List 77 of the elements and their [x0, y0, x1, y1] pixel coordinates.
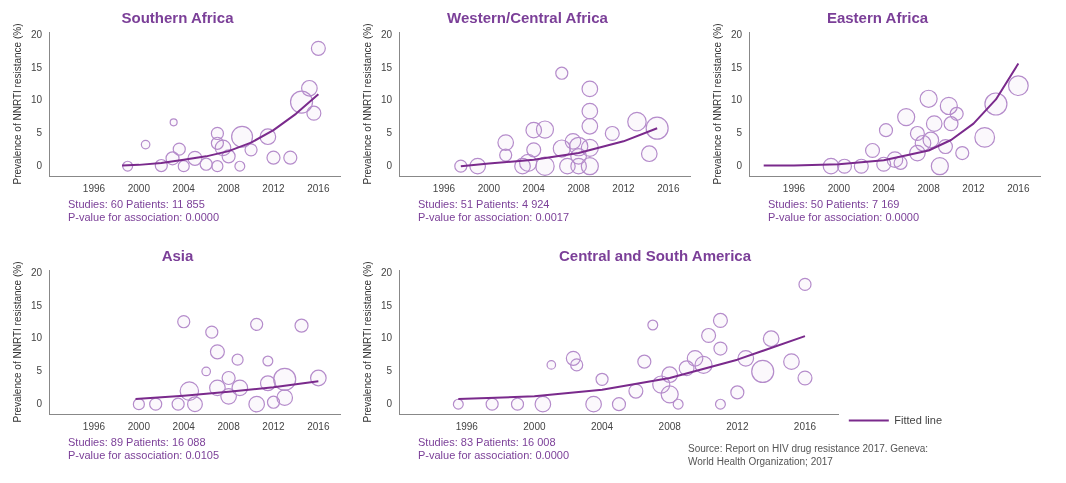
text: Studies: 89 Patients: 16 088: [68, 436, 207, 449]
legend-label: Fitted line: [894, 413, 943, 426]
y-tick-label: 10: [381, 332, 393, 344]
chart-title: Asia: [161, 247, 194, 265]
y-axis-title: Prevalence of NNRTI resistance (%): [711, 23, 723, 185]
y-tick-label: 0: [386, 397, 393, 409]
x-tick-label: 2000: [827, 182, 851, 194]
x-tick-label: 2012: [262, 182, 286, 194]
text: P-value for association: 0.0000: [418, 449, 570, 461]
x-tick-label: 2012: [612, 182, 636, 194]
chart-title: Western/Central Africa: [447, 9, 609, 27]
text: P-value for association: 0.0105: [68, 449, 221, 462]
text: Studies: 50 Patients: 7 169: [768, 198, 901, 211]
y-tick-label: 5: [36, 127, 43, 139]
x-tick-label: 2000: [127, 420, 151, 432]
text: Studies: 60 Patients: 11 855: [68, 198, 206, 211]
x-tick-label: 2008: [567, 182, 591, 194]
x-tick-label: 2012: [262, 420, 286, 432]
y-tick-label: 5: [386, 127, 393, 139]
y-tick-label: 15: [381, 61, 393, 73]
y-tick-label: 15: [381, 299, 393, 311]
x-tick-label: 2016: [307, 182, 330, 194]
x-tick-label: 2008: [917, 182, 941, 194]
x-tick-label: 1996: [782, 182, 806, 194]
x-tick-label: 1996: [432, 182, 456, 194]
chart-title: Eastern Africa: [826, 9, 929, 27]
y-axis-title: Prevalence of NNRTI resistance (%): [361, 261, 373, 423]
x-tick-label: 2016: [657, 182, 680, 194]
x-tick-label: 1996: [455, 420, 479, 432]
y-tick-label: 15: [31, 299, 43, 311]
x-tick-label: 2004: [590, 420, 614, 432]
source-note: Source: Report on HIV drug resistance 2017. Geneva: World Health Organization; 2017: [688, 442, 930, 468]
x-tick-label: 2004: [172, 420, 196, 432]
x-tick-label: 2004: [522, 182, 546, 194]
x-tick-label: 2008: [217, 420, 241, 432]
y-tick-label: 5: [36, 365, 43, 377]
y-axis-title: Prevalence of NNRTI resistance (%): [11, 261, 23, 423]
x-tick-label: 1996: [82, 182, 106, 194]
y-tick-label: 15: [31, 61, 43, 73]
text: P-value for association: 0.0017: [418, 211, 571, 224]
y-tick-label: 20: [731, 29, 743, 41]
chart-title: Southern Africa: [121, 9, 235, 27]
x-tick-label: 2016: [307, 420, 330, 432]
y-tick-label: 0: [386, 159, 393, 171]
y-tick-label: 0: [736, 159, 743, 171]
y-axis-title: Prevalence of NNRTI resistance (%): [361, 23, 373, 185]
y-tick-label: 15: [731, 61, 743, 73]
x-tick-label: 2016: [793, 420, 817, 432]
x-tick-label: 2012: [962, 182, 986, 194]
y-tick-label: 10: [381, 94, 393, 106]
y-tick-label: 5: [736, 127, 743, 139]
text: Studies: 51 Patients: 4 924: [418, 198, 551, 211]
text: Studies: 83 Patients: 16 008: [418, 436, 556, 448]
x-tick-label: 2012: [726, 420, 749, 432]
y-tick-label: 5: [386, 365, 393, 377]
y-axis-title: Prevalence of NNRTI resistance (%): [11, 23, 23, 185]
x-tick-label: 2004: [172, 182, 196, 194]
x-tick-label: 2000: [523, 420, 546, 432]
y-tick-label: 10: [31, 332, 43, 344]
y-tick-label: 10: [31, 94, 43, 106]
chart-title: Central and South America: [559, 247, 752, 265]
x-tick-label: 2000: [477, 182, 501, 194]
x-tick-label: 1996: [82, 420, 106, 432]
y-tick-label: 20: [31, 267, 43, 279]
x-tick-label: 2008: [658, 420, 682, 432]
y-tick-label: 20: [31, 29, 43, 41]
y-tick-label: 20: [381, 29, 393, 41]
x-tick-label: 2008: [217, 182, 241, 194]
y-tick-label: 0: [36, 159, 43, 171]
text: P-value for association: 0.0000: [768, 211, 921, 224]
y-tick-label: 20: [381, 267, 393, 279]
x-tick-label: 2016: [1007, 182, 1030, 194]
x-tick-label: 2004: [872, 182, 896, 194]
x-tick-label: 2000: [127, 182, 151, 194]
y-tick-label: 0: [36, 397, 43, 409]
text: P-value for association: 0.0000: [68, 211, 221, 224]
y-tick-label: 10: [731, 94, 743, 106]
